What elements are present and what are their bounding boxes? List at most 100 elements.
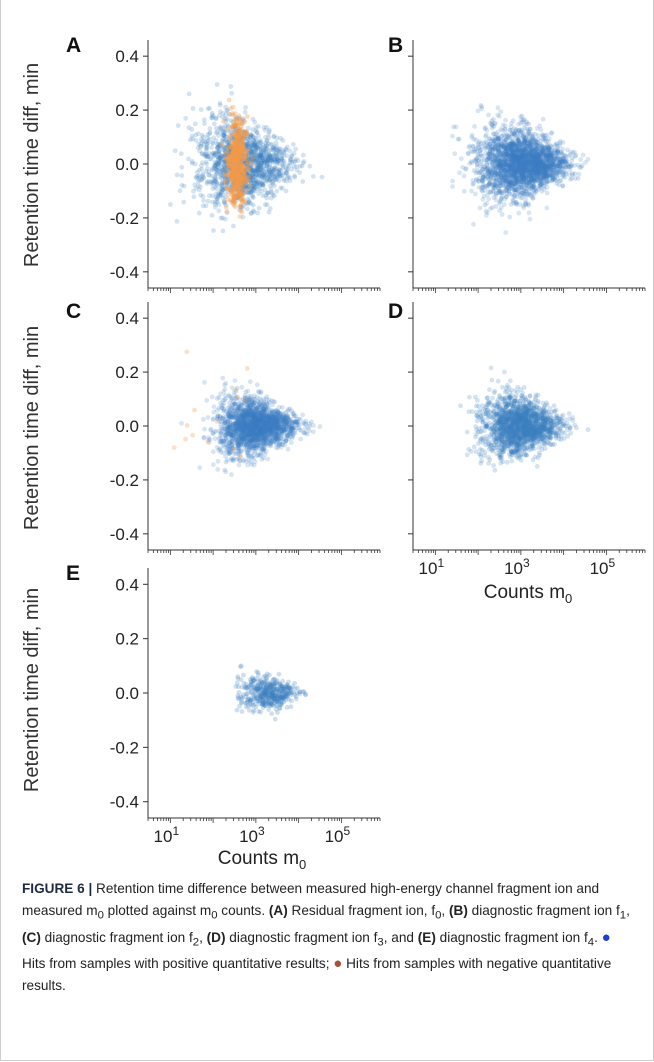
data-point bbox=[240, 171, 245, 177]
data-point bbox=[533, 167, 539, 173]
data-point bbox=[248, 159, 254, 165]
data-point bbox=[198, 184, 203, 190]
data-point bbox=[523, 148, 529, 154]
data-point bbox=[179, 164, 185, 170]
data-point bbox=[510, 172, 516, 178]
data-point bbox=[242, 199, 248, 205]
data-point bbox=[264, 177, 270, 183]
data-point bbox=[258, 140, 263, 146]
data-point bbox=[234, 169, 240, 175]
data-point bbox=[276, 158, 281, 164]
data-point bbox=[489, 122, 495, 127]
data-point bbox=[269, 176, 275, 181]
data-point bbox=[539, 150, 545, 156]
data-point bbox=[523, 159, 529, 165]
data-point bbox=[220, 195, 226, 201]
data-point bbox=[485, 210, 490, 216]
data-point bbox=[246, 200, 252, 206]
data-point bbox=[236, 160, 242, 166]
data-point bbox=[548, 160, 554, 166]
data-point bbox=[501, 173, 506, 179]
data-point bbox=[476, 157, 482, 163]
data-point bbox=[509, 121, 514, 126]
data-point bbox=[518, 176, 524, 182]
data-point bbox=[242, 170, 247, 175]
data-point bbox=[507, 163, 513, 169]
data-point bbox=[503, 161, 509, 167]
data-point bbox=[496, 139, 502, 145]
data-point bbox=[503, 137, 508, 143]
data-point bbox=[244, 142, 249, 147]
data-point bbox=[507, 164, 512, 170]
data-point bbox=[522, 177, 527, 182]
data-point bbox=[230, 133, 236, 138]
data-point bbox=[537, 160, 542, 166]
data-point bbox=[528, 166, 534, 172]
data-point bbox=[506, 168, 511, 174]
data-point bbox=[560, 159, 566, 165]
data-point bbox=[246, 152, 252, 158]
data-point bbox=[545, 150, 551, 156]
data-point bbox=[279, 155, 284, 161]
data-point bbox=[267, 153, 273, 159]
data-point bbox=[270, 145, 276, 151]
data-point bbox=[257, 168, 263, 174]
data-point bbox=[499, 175, 504, 181]
data-point bbox=[247, 184, 253, 190]
data-point bbox=[524, 183, 530, 189]
data-point bbox=[517, 177, 522, 183]
data-point bbox=[239, 143, 245, 149]
data-point bbox=[521, 167, 527, 172]
data-point bbox=[541, 172, 546, 178]
data-point bbox=[254, 169, 260, 175]
data-point bbox=[541, 164, 547, 170]
data-point bbox=[528, 126, 533, 132]
data-point bbox=[238, 145, 244, 151]
data-point bbox=[231, 175, 237, 181]
data-point bbox=[232, 140, 238, 146]
data-point bbox=[521, 166, 527, 172]
data-point bbox=[285, 446, 291, 452]
data-point bbox=[214, 160, 220, 166]
data-point bbox=[259, 160, 265, 166]
data-point bbox=[498, 158, 503, 164]
data-point bbox=[226, 153, 231, 159]
data-point bbox=[229, 157, 235, 162]
data-point bbox=[493, 193, 499, 198]
data-point bbox=[490, 146, 496, 152]
data-point bbox=[500, 142, 506, 148]
data-point bbox=[235, 174, 241, 180]
data-point bbox=[537, 154, 543, 159]
data-point bbox=[452, 151, 458, 157]
data-point bbox=[222, 165, 228, 171]
data-point bbox=[232, 123, 238, 129]
data-point bbox=[528, 172, 534, 178]
data-point bbox=[238, 175, 244, 181]
data-point bbox=[233, 145, 239, 151]
data-point bbox=[234, 161, 240, 166]
data-point bbox=[228, 145, 234, 150]
data-point bbox=[536, 170, 542, 175]
data-point bbox=[204, 141, 210, 147]
data-point bbox=[521, 164, 527, 170]
data-point bbox=[556, 160, 562, 166]
data-point bbox=[501, 160, 507, 166]
data-point bbox=[504, 146, 509, 152]
data-point bbox=[232, 157, 237, 163]
data-point bbox=[547, 155, 553, 160]
data-point bbox=[528, 160, 534, 165]
data-point bbox=[523, 153, 529, 158]
data-point bbox=[529, 152, 535, 158]
data-point bbox=[527, 150, 533, 156]
data-point bbox=[517, 175, 523, 181]
data-point bbox=[275, 160, 280, 165]
data-point bbox=[521, 191, 527, 197]
data-point bbox=[526, 176, 532, 182]
data-point bbox=[542, 152, 548, 158]
data-point bbox=[235, 131, 241, 136]
data-point bbox=[203, 145, 209, 150]
data-point bbox=[519, 169, 524, 175]
data-point bbox=[214, 145, 220, 150]
data-point bbox=[235, 152, 241, 157]
data-point bbox=[539, 170, 545, 176]
